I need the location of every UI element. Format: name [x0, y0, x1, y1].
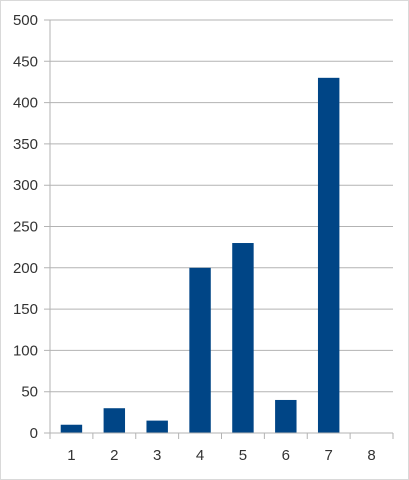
x-tick-label: 7 — [325, 447, 333, 464]
x-tick-label: 8 — [367, 447, 375, 464]
x-tick-label: 3 — [153, 447, 161, 464]
x-tick-label: 2 — [110, 447, 118, 464]
y-tick-label: 150 — [13, 301, 38, 318]
y-tick-label: 0 — [30, 425, 38, 442]
bar-7 — [317, 77, 340, 433]
x-tick-label: 4 — [196, 447, 204, 464]
y-tick-label: 350 — [13, 136, 38, 153]
y-tick-label: 400 — [13, 95, 38, 112]
bar-2 — [103, 408, 126, 433]
y-tick-label: 200 — [13, 260, 38, 277]
y-tick-label: 50 — [21, 384, 38, 401]
bar-3 — [146, 420, 168, 433]
x-tick-label: 1 — [67, 447, 75, 464]
y-tick-label: 450 — [13, 53, 38, 70]
bars — [60, 77, 340, 433]
gridlines — [44, 19, 393, 434]
y-tick-label: 500 — [13, 12, 38, 29]
x-tick-label: 6 — [282, 447, 290, 464]
bar-4 — [189, 267, 211, 433]
y-axis-tick-labels: 0 50 100 150 200 250 300 350 400 450 500 — [13, 12, 38, 442]
y-tick-label: 300 — [13, 177, 38, 194]
x-axis-tick-labels: 1 2 3 4 5 6 7 8 — [67, 447, 375, 464]
y-tick-label: 250 — [13, 219, 38, 236]
bar-1 — [60, 424, 83, 433]
x-tick-label: 5 — [239, 447, 247, 464]
bar-6 — [275, 399, 297, 433]
y-tick-label: 100 — [13, 342, 38, 359]
bar-5 — [232, 243, 254, 433]
